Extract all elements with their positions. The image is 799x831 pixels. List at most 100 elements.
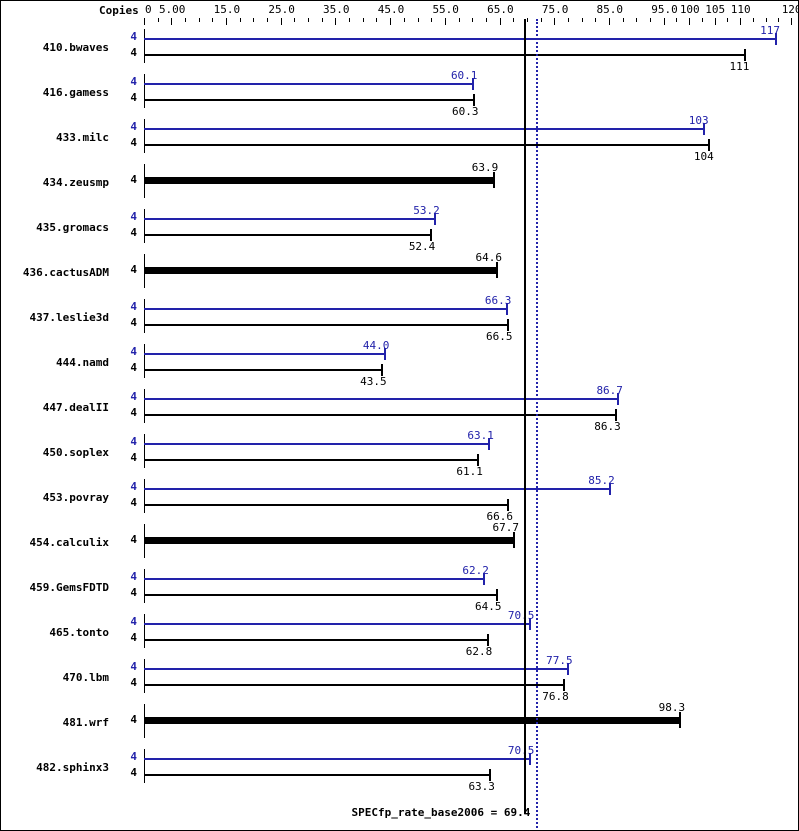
bar-peak-cap [505, 303, 508, 315]
axis-tick [376, 18, 377, 22]
value-label-base: 52.4 [408, 240, 436, 253]
axis-tick [702, 18, 703, 22]
axis-tick [226, 18, 227, 25]
axis-tick [715, 18, 716, 25]
value-label-peak: 70.5 [507, 609, 535, 622]
axis-tick-label: 35.0 [323, 3, 350, 16]
bar-base-cap [506, 319, 509, 331]
axis-tick [554, 18, 555, 25]
benchmark-label-459.GemsFDTD: 459.GemsFDTD [29, 581, 109, 594]
copies-base: 4 [130, 676, 137, 689]
axis-tick [199, 18, 200, 22]
benchmark-label-434.zeusmp: 434.zeusmp [42, 176, 109, 189]
bar-base-cap [496, 262, 499, 278]
value-label-base: 86.3 [594, 420, 621, 433]
axis-tick [308, 18, 309, 22]
value-label-base: 98.3 [658, 701, 686, 714]
benchmark-label-450.soplex: 450.soplex [42, 446, 109, 459]
axis-tick [335, 18, 336, 25]
axis-tick [212, 18, 213, 22]
bar-peak [144, 308, 507, 310]
bar-base [144, 684, 565, 686]
row-axis [144, 119, 145, 153]
bar-base-cap [472, 94, 475, 106]
benchmark-label-444.namd: 444.namd [56, 356, 109, 369]
axis-tick-label: 105 [705, 3, 726, 16]
axis-tick [609, 18, 610, 25]
axis-tick [527, 18, 528, 22]
row-axis [144, 614, 145, 648]
axis-tick [281, 18, 282, 25]
row-axis [144, 434, 145, 468]
axis-tick [513, 18, 514, 22]
axis-tick [740, 18, 741, 25]
bar-base-cap [380, 364, 383, 376]
axis-tick [500, 18, 501, 25]
bar-peak-cap [483, 573, 486, 585]
benchmark-label-436.cactusADM: 436.cactusADM [22, 266, 109, 279]
benchmark-label-447.dealII: 447.dealII [42, 401, 109, 414]
axis-tick-label: 110 [730, 3, 751, 16]
axis-tick [404, 18, 405, 22]
axis-tick [595, 18, 596, 22]
bar-base [144, 369, 382, 371]
axis-tick-label: 100 [679, 3, 700, 16]
axis-tick [185, 18, 186, 22]
copies-base: 4 [130, 46, 137, 59]
value-label-base: 63.9 [471, 161, 499, 174]
axis-tick [171, 18, 172, 25]
copies-peak: 4 [130, 570, 137, 583]
value-label-base: 60.3 [452, 105, 479, 118]
bar-peak-cap [774, 33, 777, 45]
copies-base: 4 [130, 533, 137, 546]
bar-base [144, 504, 509, 506]
value-label-peak: 86.7 [596, 384, 623, 397]
bar-base [144, 324, 508, 326]
axis-tick [664, 18, 665, 25]
copies-base: 4 [130, 316, 137, 329]
value-label-peak: 117 [760, 24, 780, 37]
axis-tick [778, 18, 779, 22]
axis-tick-label: 65.0 [487, 3, 514, 16]
axis-tick-label: 75.0 [541, 3, 569, 16]
value-label-base: 61.1 [456, 465, 483, 478]
copies-peak: 4 [130, 345, 137, 358]
benchmark-label-481.wrf: 481.wrf [62, 716, 109, 729]
bar-base-only [144, 537, 515, 544]
bar-base-cap [708, 139, 711, 151]
bar-peak [144, 398, 619, 400]
value-label-peak: 44.0 [362, 339, 390, 352]
axis-tick [582, 18, 583, 22]
value-label-base: 104 [693, 150, 714, 163]
copies-base: 4 [130, 631, 137, 644]
copies-peak: 4 [130, 480, 137, 493]
axis-tick [689, 18, 690, 25]
axis-tick [459, 18, 460, 22]
benchmark-label-453.povray: 453.povray [42, 491, 109, 504]
value-label-base: 63.3 [468, 780, 495, 793]
benchmark-label-465.tonto: 465.tonto [49, 626, 109, 639]
mean-line-peak [535, 19, 538, 830]
value-label-base: 67.7 [492, 521, 520, 534]
row-axis [144, 479, 145, 513]
bar-peak-cap [434, 213, 436, 225]
bar-peak-cap [617, 393, 620, 405]
copies-header: Copies [99, 4, 139, 17]
bar-base [144, 54, 746, 56]
axis-tick [568, 18, 569, 22]
axis-tick [753, 18, 754, 22]
axis-tick [267, 18, 268, 22]
bar-peak [144, 83, 473, 85]
value-label-peak: 70.5 [507, 744, 535, 757]
copies-base: 4 [130, 136, 137, 149]
bar-peak-cap [703, 123, 706, 135]
copies-base: 4 [130, 496, 137, 509]
axis-tick [623, 18, 624, 22]
axis-tick [766, 18, 767, 22]
axis-tick [390, 18, 391, 25]
bar-peak [144, 578, 485, 580]
benchmark-label-454.calculix: 454.calculix [29, 536, 109, 549]
axis-tick [158, 18, 159, 22]
copies-peak: 4 [130, 750, 137, 763]
